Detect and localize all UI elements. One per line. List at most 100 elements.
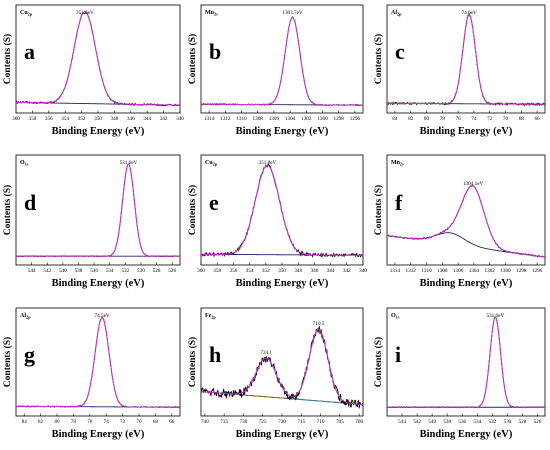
fit-envelope-curve [201,164,363,256]
y-axis-label: Contents (S) [2,34,13,84]
x-tick-label: 532 [121,268,129,274]
x-tick-label: 1296 [532,268,543,274]
peak-label: 74.5eV [95,313,110,319]
panel-h: 740 735 730 725 720 715 710 705 700 Binding Energ… [187,307,364,440]
fit-envelope-curve [387,13,545,105]
x-tick-label: 1312 [406,268,417,274]
peak-label: 351.8eV [259,160,277,166]
panel-letter: e [209,190,219,215]
x-tick-label: 534 [106,268,114,274]
x-tick-label: 1302 [485,268,496,274]
x-tick-label: 72 [487,116,493,122]
y-axis-label: Contents (S) [2,337,13,387]
x-axis-label: Binding Energy (eV) [52,278,145,289]
x-tick-label: 528 [153,268,161,274]
plot-frame [386,154,546,266]
x-tick-label: 542 [43,268,51,274]
panel-b: 1314 1312 1310 1308 1306 1304 1302 1300 1298 1296… [187,4,364,137]
x-tick-label: 530 [503,419,511,425]
plot-frame [386,307,546,417]
x-tick-label: 84 [392,116,398,122]
panel-f: 1314 1312 1310 1308 1306 1304 1302 1300 1298 1296… [373,154,546,289]
x-tick-label: 1298 [516,268,527,274]
x-tick-label: 1308 [437,268,448,274]
x-tick-label: 354 [246,268,254,274]
x-tick-label: 538 [75,268,83,274]
x-tick-label: 1306 [453,268,464,274]
x-tick-label: 346 [127,116,135,122]
x-tick-label: 538 [443,419,451,425]
panel-e: 360 358 356 354 352 350 348 346 344 342 340 Binding… [187,154,367,289]
panel-title: Mn2s [391,160,404,167]
x-tick-label: 78 [440,116,446,122]
x-tick-label: 352 [262,268,270,274]
x-tick-label: 356 [45,116,53,122]
fit-envelope-curve [386,185,546,258]
x-tick-label: 342 [343,268,351,274]
x-tick-label: 526 [168,268,176,274]
fit-envelope-curve [201,16,363,106]
x-tick-label: 342 [160,116,168,122]
x-tick-label: 720 [278,419,286,425]
panel-title: Mn2s [205,10,218,17]
y-axis-label: Contents (S) [373,34,384,84]
peak-label: 74.6eV [462,10,477,16]
x-tick-label: 72 [120,419,126,425]
panel-i: 544 542 540 538 536 534 532 530 528 526 Binding En… [373,307,546,440]
peak-label: 531.6eV [120,160,138,166]
x-tick-label: 528 [519,419,527,425]
raw-data-curve [200,325,364,409]
x-tick-label: 340 [359,268,367,274]
x-tick-label: 354 [61,116,69,122]
panel-letter: g [24,342,35,367]
peak-label: 1303.7eV [282,10,303,16]
x-tick-label: 70 [503,116,509,122]
x-tick-label: 358 [213,268,221,274]
x-tick-label: 540 [59,268,67,274]
x-tick-label: 352 [78,116,86,122]
panel-c: 84 82 80 78 76 74 72 70 68 66 Binding Energy (eV) C… [373,4,546,137]
x-tick-label: 1300 [500,268,511,274]
x-axis-label: Binding Energy (eV) [236,278,329,289]
x-axis-label: Binding Energy (eV) [420,126,513,137]
x-tick-label: 76 [87,419,93,425]
panel-title: Fe2p [205,313,216,320]
x-tick-label: 532 [488,419,496,425]
x-tick-label: 536 [90,268,98,274]
x-tick-label: 1300 [317,116,328,122]
plot-frame [386,4,546,114]
x-tick-label: 542 [413,419,421,425]
panel-a: 360 358 356 354 352 350 348 346 344 342 340 Binding… [2,4,184,137]
x-tick-label: 705 [336,419,344,425]
panel-g: 84 82 80 78 76 74 72 70 68 66 Binding Energy (eV) C… [2,307,181,440]
x-tick-label: 76 [456,116,462,122]
x-tick-label: 78 [71,419,77,425]
peak-label: 710.5 [313,321,325,327]
panel-letter: a [24,39,35,64]
y-axis-label: Contents (S) [187,337,198,387]
panel-title: Cu2p [205,160,218,167]
peak-label: 724.1 [260,350,272,356]
x-axis-label: Binding Energy (eV) [236,126,329,137]
x-tick-label: 80 [54,419,60,425]
x-tick-label: 80 [424,116,430,122]
x-axis-label: Binding Energy (eV) [420,429,513,440]
y-axis-label: Contents (S) [187,34,198,84]
panel-title: O1s [391,313,400,320]
raw-data-curve [386,184,546,258]
x-tick-label: 66 [169,419,175,425]
panel-title: Al2p [20,313,31,320]
raw-data-curve [15,163,181,258]
raw-data-curve [386,316,546,409]
x-tick-label: 348 [111,116,119,122]
x-tick-label: 358 [29,116,37,122]
x-tick-label: 544 [398,419,406,425]
x-tick-label: 1308 [253,116,264,122]
panel-letter: d [24,190,36,215]
panel-title: Al2p [391,10,402,17]
x-tick-label: 346 [311,268,319,274]
y-axis-label: Contents (S) [2,185,13,235]
panel-letter: b [209,39,221,64]
x-tick-label: 350 [278,268,286,274]
x-tick-label: 1314 [390,268,401,274]
